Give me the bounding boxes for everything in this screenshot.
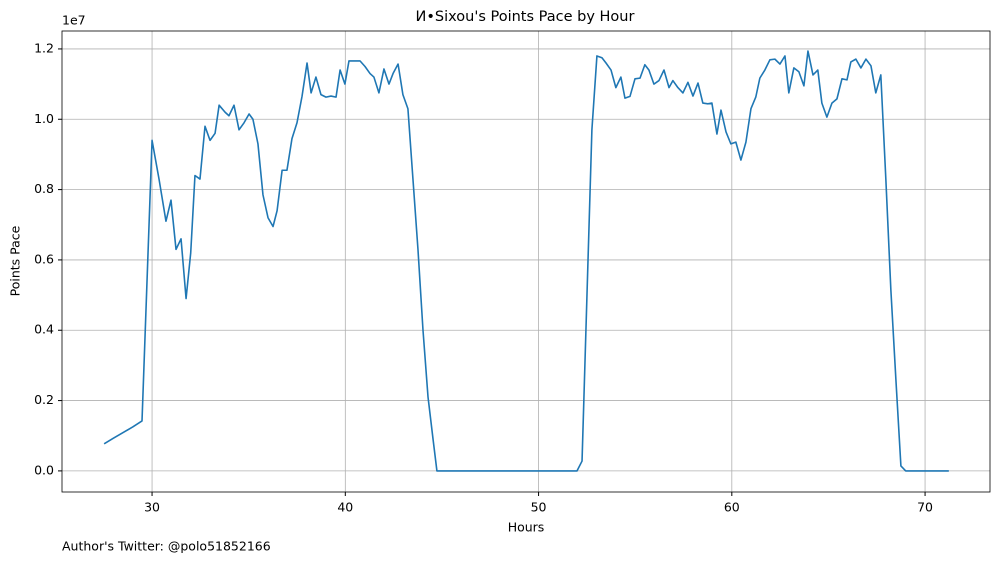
- y-tick-label: 1.0: [34, 111, 54, 126]
- axes-frame: [61, 30, 991, 493]
- y-tick-label: 1.2: [34, 40, 54, 55]
- chart-title: И•Sixou's Points Pace by Hour: [416, 9, 635, 25]
- y-axis-label: Points Pace: [8, 225, 23, 296]
- x-tick-label: 60: [724, 500, 740, 515]
- x-tick-label: 30: [144, 500, 160, 515]
- y-tick-label: 0.0: [34, 462, 54, 477]
- y-tick-label: 0.2: [34, 392, 54, 407]
- y-tick-label: 0.4: [34, 322, 54, 337]
- x-tick-label: 40: [337, 500, 353, 515]
- data-line: [103, 50, 949, 472]
- x-axis-label: Hours: [508, 520, 545, 535]
- footnote: Author's Twitter: @polo51852166: [62, 539, 271, 554]
- x-tick-label: 50: [531, 500, 547, 515]
- x-tick-label: 70: [917, 500, 933, 515]
- y-offset-label: 1e7: [62, 13, 86, 28]
- y-tick-label: 0.8: [34, 181, 54, 196]
- y-tick-label: 0.6: [34, 251, 54, 266]
